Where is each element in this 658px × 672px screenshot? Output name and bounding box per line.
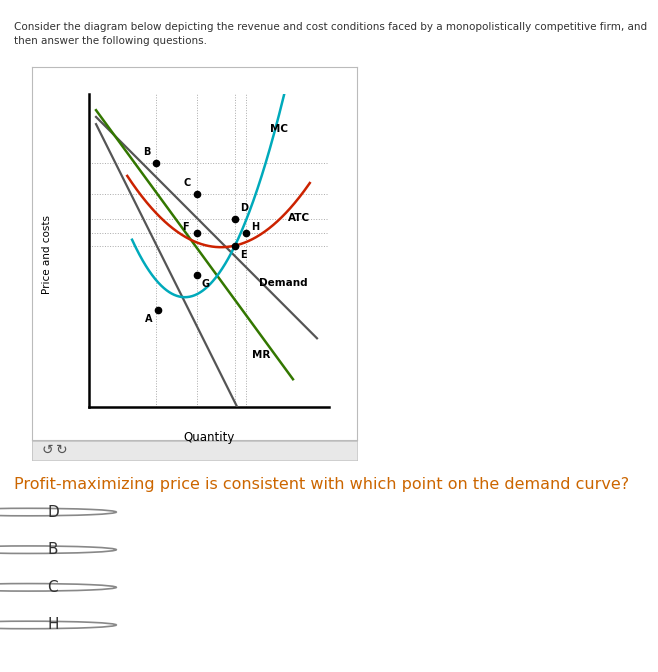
- Text: Price and costs: Price and costs: [42, 214, 53, 294]
- Text: Demand: Demand: [259, 278, 308, 288]
- Text: C: C: [184, 178, 191, 188]
- Text: MC: MC: [270, 124, 288, 134]
- Text: D: D: [47, 505, 59, 519]
- Text: C: C: [47, 580, 58, 595]
- Text: A: A: [145, 314, 153, 324]
- Text: D: D: [240, 203, 248, 213]
- Text: G: G: [202, 279, 210, 289]
- Text: H: H: [47, 618, 59, 632]
- Text: F: F: [182, 222, 189, 232]
- Text: ↺: ↺: [41, 444, 53, 457]
- Text: ATC: ATC: [288, 212, 311, 222]
- Text: H: H: [251, 222, 259, 232]
- Text: Consider the diagram below depicting the revenue and cost conditions faced by a : Consider the diagram below depicting the…: [14, 22, 647, 46]
- Text: Quantity: Quantity: [184, 431, 235, 444]
- Text: Profit-maximizing price is consistent with which point on the demand curve?: Profit-maximizing price is consistent wi…: [14, 477, 630, 492]
- Text: B: B: [143, 147, 150, 157]
- Text: MR: MR: [252, 350, 270, 360]
- Text: B: B: [47, 542, 58, 557]
- Text: E: E: [240, 249, 247, 259]
- Text: ↻: ↻: [56, 444, 68, 457]
